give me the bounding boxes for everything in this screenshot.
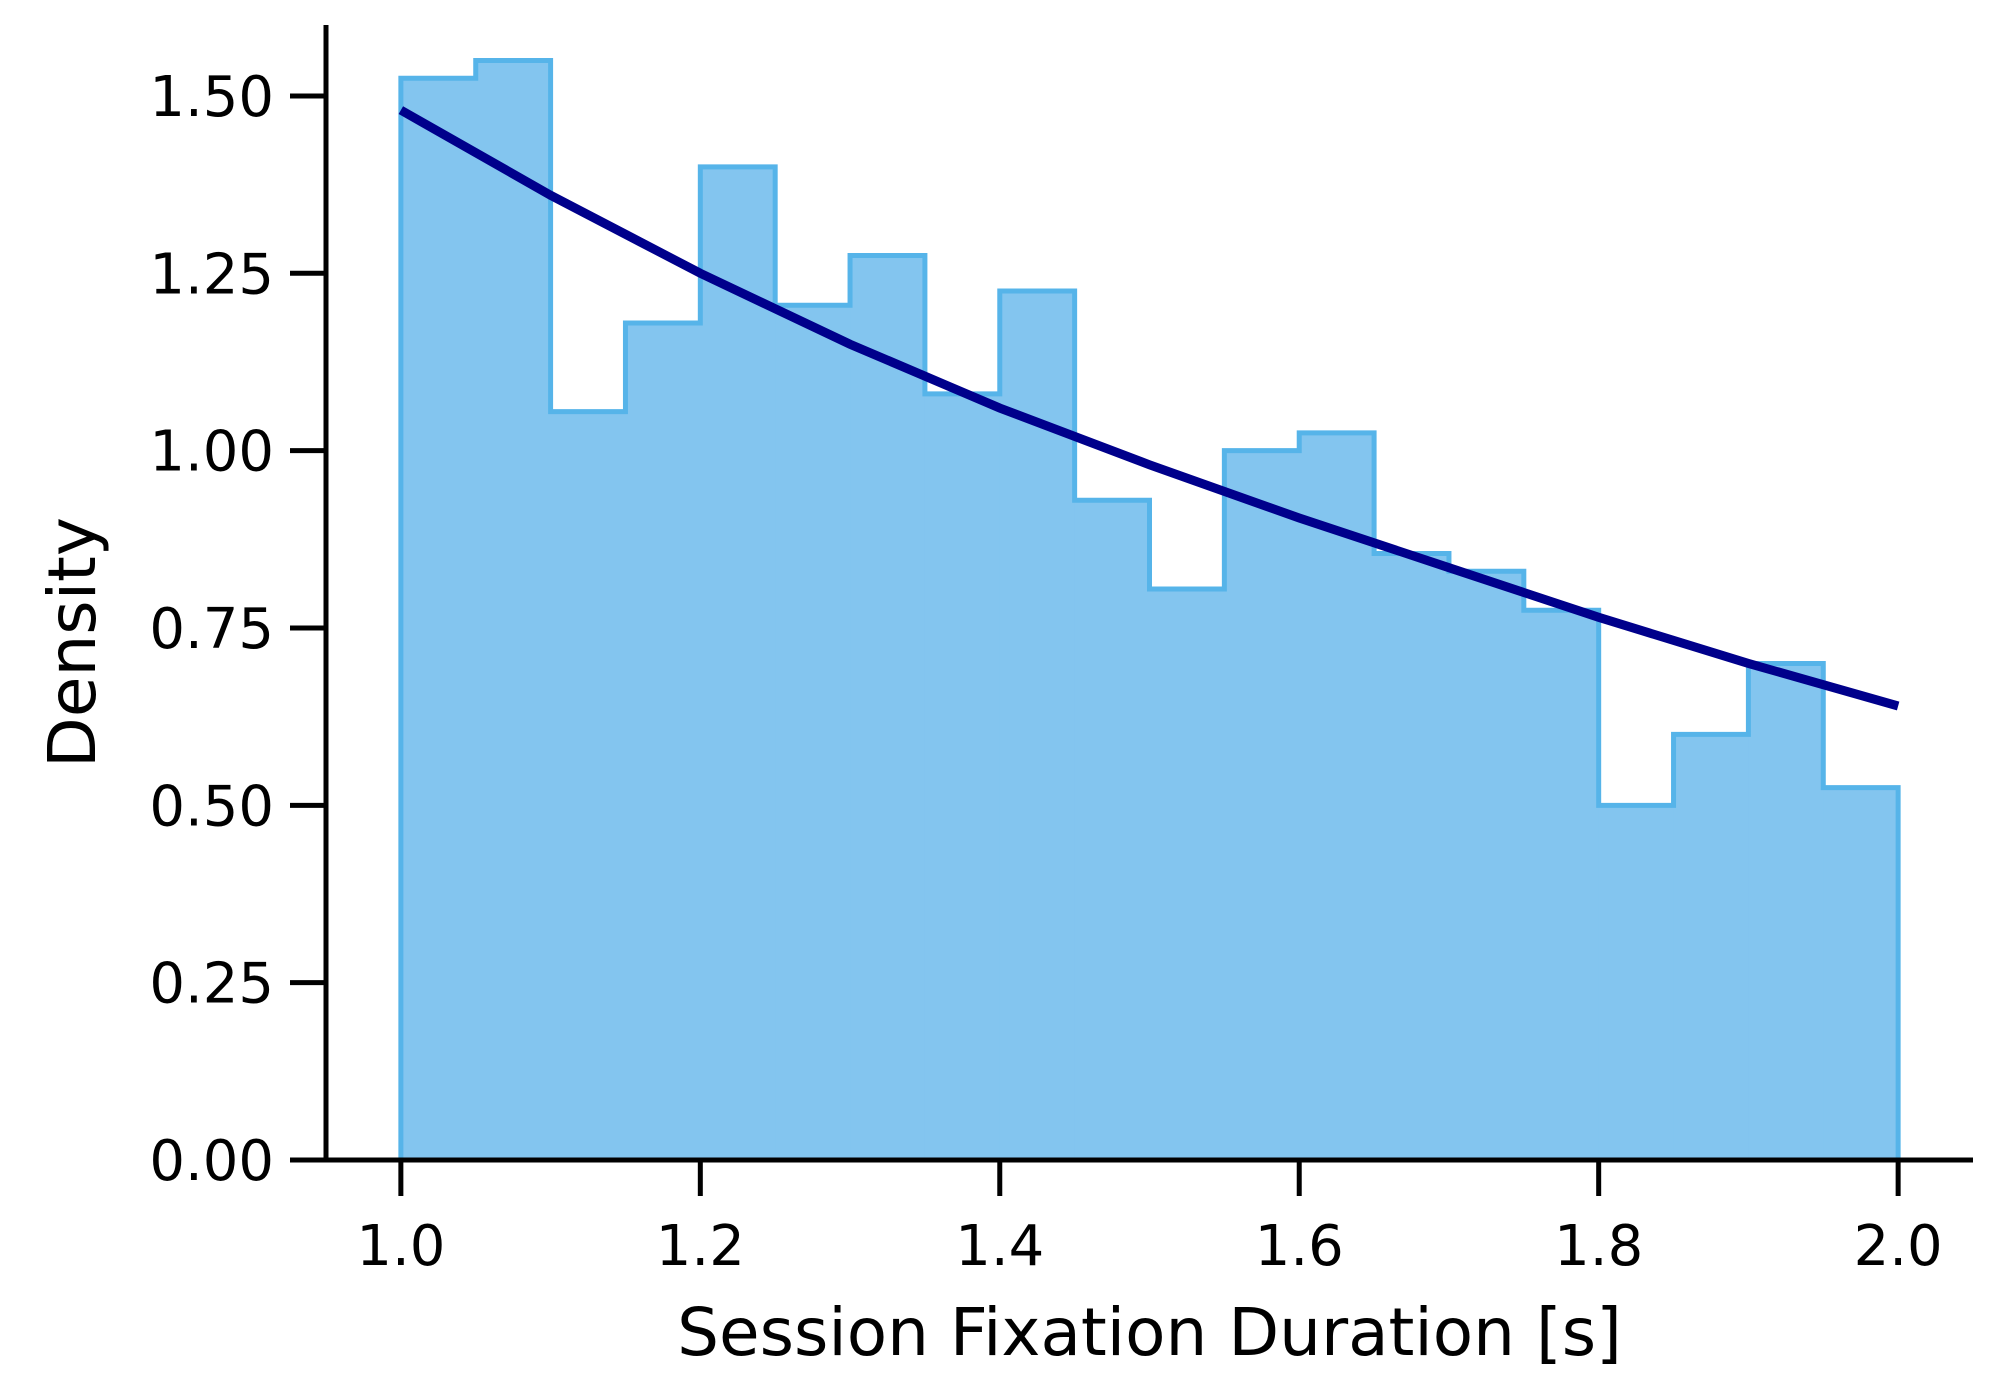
histogram-bar-15 (1448, 571, 1525, 1160)
x-tick-label: 1.2 (656, 1214, 745, 1279)
x-tick-label: 2.0 (1854, 1214, 1943, 1279)
y-tick-label: 0.50 (149, 774, 274, 839)
histogram-bar-6 (775, 305, 851, 1160)
y-tick-label: 0.75 (149, 597, 274, 662)
x-tick-label: 1.4 (955, 1214, 1044, 1279)
histogram-bar-4 (625, 322, 701, 1160)
histogram-bar-3 (550, 411, 627, 1160)
histogram-bar-1 (400, 78, 477, 1160)
histogram-bar-18 (1673, 734, 1750, 1160)
y-ticks: 0.00 0.25 0.50 0.75 1.00 1.25 1.50 (149, 65, 326, 1194)
y-tick-label: 1.50 (149, 65, 274, 130)
histogram-bars (400, 60, 1899, 1160)
y-tick-label: 0.00 (149, 1129, 274, 1194)
x-tick-label: 1.6 (1255, 1214, 1344, 1279)
histogram-bar-20 (1823, 787, 1899, 1160)
histogram-bar-17 (1598, 805, 1675, 1160)
fit-curve-line (398, 106, 1900, 711)
histogram-bar-10 (1074, 500, 1151, 1160)
histogram-bar-13 (1299, 432, 1375, 1160)
y-tick-label: 1.25 (149, 242, 274, 307)
histogram-bar-8 (924, 393, 1001, 1160)
x-tick-label: 1.8 (1554, 1214, 1643, 1279)
x-axis-label: Session Fixation Duration [s] (677, 1294, 1622, 1371)
histogram-bar-12 (1224, 450, 1300, 1160)
histogram-bar-19 (1748, 663, 1824, 1160)
histogram-outline (398, 57, 1901, 1160)
y-tick-label: 0.25 (149, 952, 274, 1017)
axes (323, 25, 1973, 1163)
histogram-bar-2 (475, 60, 552, 1160)
y-tick-label: 1.00 (149, 420, 274, 485)
y-axis-label: Density (34, 517, 111, 768)
histogram-bar-7 (850, 255, 926, 1160)
x-tick-label: 1.0 (356, 1214, 445, 1279)
histogram-bar-16 (1523, 610, 1600, 1160)
histogram-bar-11 (1149, 588, 1225, 1160)
histogram-bar-14 (1374, 553, 1450, 1160)
histogram-bar-5 (700, 166, 776, 1160)
x-ticks: 1.0 1.2 1.4 1.6 1.8 2.0 (356, 1160, 1943, 1279)
